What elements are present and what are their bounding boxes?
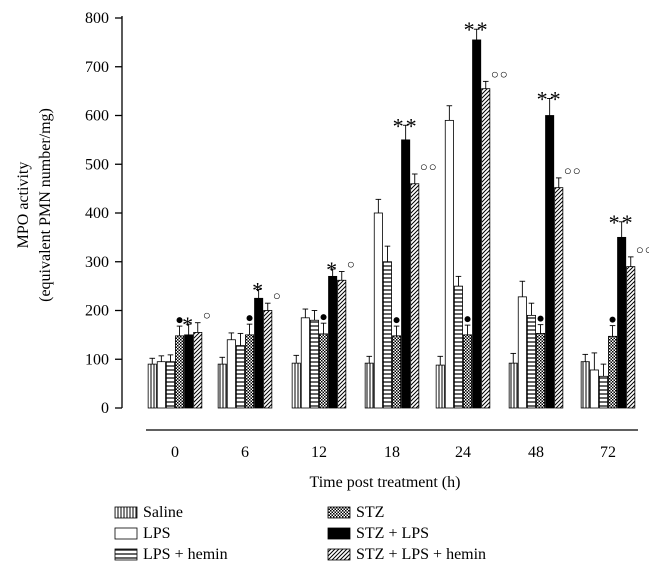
bar xyxy=(337,279,347,409)
y-tick-label: 700 xyxy=(85,59,109,76)
y-tick-label: 400 xyxy=(85,205,109,222)
bar xyxy=(444,119,454,409)
bar xyxy=(401,139,411,409)
bar xyxy=(217,363,227,409)
bar xyxy=(245,334,255,409)
bar xyxy=(481,88,491,409)
x-tick-label: 72 xyxy=(600,444,616,461)
significance-circle: ○ xyxy=(273,288,282,303)
bar xyxy=(319,333,329,409)
significance-dot xyxy=(609,316,616,323)
legend-swatch xyxy=(327,506,351,519)
significance-circle: ○ xyxy=(347,257,356,272)
bar xyxy=(580,361,590,409)
bar xyxy=(328,275,338,409)
bars: *○*○*○**○○**○○**○○**○○ xyxy=(147,17,649,409)
bar xyxy=(175,335,185,409)
bar xyxy=(382,261,392,409)
bar xyxy=(184,334,194,409)
significance-dot xyxy=(320,314,327,321)
significance-star: * xyxy=(182,312,195,337)
bar xyxy=(300,317,310,409)
significance-dot xyxy=(464,316,471,323)
significance-circle: ○○ xyxy=(636,242,649,257)
significance-star: ** xyxy=(537,86,563,111)
bar xyxy=(626,266,636,409)
significance-circle: ○ xyxy=(203,308,212,323)
bar xyxy=(536,333,546,409)
significance-star: ** xyxy=(393,113,419,138)
bar xyxy=(235,345,245,409)
bar xyxy=(410,183,420,409)
bar xyxy=(463,334,473,409)
bar xyxy=(545,115,555,409)
legend-swatch xyxy=(327,548,351,561)
bar xyxy=(608,335,618,409)
y-tick-label: 0 xyxy=(101,400,109,417)
significance-circle: ○○ xyxy=(420,159,438,174)
bar xyxy=(147,363,157,409)
significance-dot xyxy=(537,315,544,322)
bar xyxy=(526,314,536,409)
legend-label: STZ + LPS xyxy=(356,525,429,542)
bar xyxy=(435,364,445,409)
y-tick-label: 100 xyxy=(85,351,109,368)
legend-label: LPS + hemin xyxy=(143,546,228,563)
bar xyxy=(517,296,527,409)
axes: 0 100 200 300 400 500 600 700 800 0 6 12 18 24 48 72 xyxy=(85,10,638,461)
bar xyxy=(373,212,383,409)
legend-label: LPS xyxy=(143,525,171,542)
significance-circle: ○○ xyxy=(564,163,582,178)
x-tick-label: 18 xyxy=(384,444,400,461)
x-tick-label: 6 xyxy=(241,444,249,461)
bar xyxy=(554,187,564,409)
bar xyxy=(254,297,264,409)
legend-swatch xyxy=(327,527,351,540)
bar xyxy=(156,361,166,409)
bar xyxy=(165,361,175,409)
significance-dot xyxy=(176,317,183,324)
significance-circle: ○○ xyxy=(491,66,509,81)
bar xyxy=(309,319,319,409)
legend-label: Saline xyxy=(143,504,183,521)
bar xyxy=(193,332,203,409)
bar xyxy=(392,335,402,409)
bar xyxy=(617,236,627,409)
y-axis-label-line1: MPO activity xyxy=(15,162,32,249)
legend-swatch xyxy=(114,548,138,561)
significance-star: * xyxy=(326,257,339,282)
y-tick-label: 300 xyxy=(85,254,109,271)
y-tick-label: 200 xyxy=(85,303,109,320)
bar xyxy=(263,310,273,409)
bar xyxy=(453,285,463,409)
x-tick-label: 24 xyxy=(455,444,471,461)
bar xyxy=(226,339,236,409)
y-tick-label: 800 xyxy=(85,10,109,27)
bar xyxy=(472,39,482,409)
bar xyxy=(364,362,374,409)
legend-swatch xyxy=(114,506,138,519)
x-tick-label: 0 xyxy=(171,444,179,461)
x-tick-label: 48 xyxy=(528,444,544,461)
x-tick-label: 12 xyxy=(311,444,327,461)
y-tick-label: 600 xyxy=(85,108,109,125)
bar xyxy=(598,375,608,409)
significance-star: ** xyxy=(464,17,490,42)
legend: Saline LPS LPS + hemin STZ STZ + LPS STZ + LP… xyxy=(114,504,486,563)
y-tick-label: 500 xyxy=(85,156,109,173)
bar xyxy=(589,369,599,409)
bar xyxy=(291,362,301,409)
significance-dot xyxy=(246,315,253,322)
legend-label: STZ + LPS + hemin xyxy=(356,546,486,563)
bar xyxy=(508,362,518,409)
x-axis-label: Time post treatment (h) xyxy=(310,474,461,491)
y-axis-label-line2: (equivalent PMN number/mg) xyxy=(37,108,54,302)
significance-dot xyxy=(393,317,400,324)
significance-star: ** xyxy=(609,210,635,235)
legend-label: STZ xyxy=(356,504,384,521)
legend-swatch xyxy=(114,527,138,540)
significance-star: * xyxy=(252,278,265,303)
